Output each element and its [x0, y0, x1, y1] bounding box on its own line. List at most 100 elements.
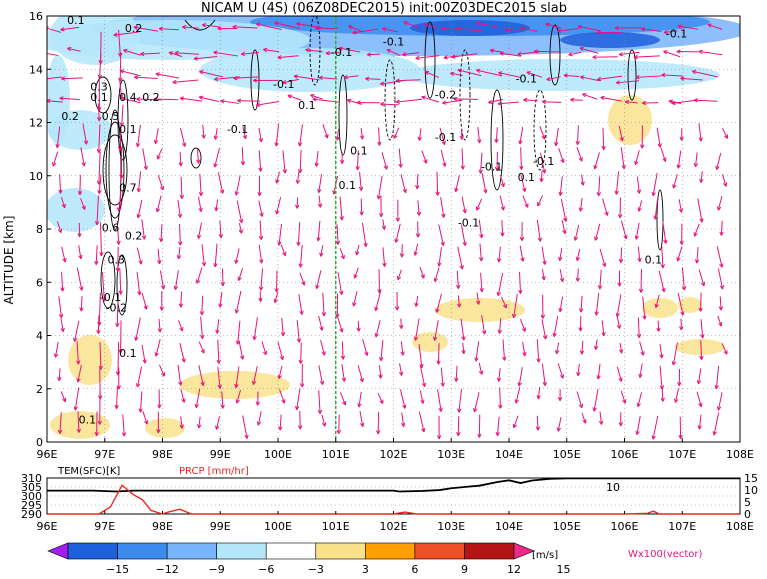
contour-label: 0.7 [119, 182, 137, 195]
contour-label: -0.1 [666, 27, 687, 40]
surface-panel: TEM(SFC)[K] PRCP [mm/hr] 10 310305300295… [21, 466, 758, 533]
colorbar-label: 12 [507, 563, 521, 575]
contour-label: 0.1 [645, 254, 663, 267]
precip-label: PRCP [mm/hr] [179, 466, 249, 477]
colorbar-segment [68, 543, 118, 559]
surface-x-tick-label: 108E [726, 520, 754, 533]
colorbar-unit: [m/s] [532, 550, 558, 561]
contour-label: -0.1 [458, 216, 479, 229]
colorbar-segment [316, 543, 366, 559]
contour-label: 0.3 [108, 254, 126, 267]
contour-label: -0.1 [383, 35, 404, 48]
surface-x-tick-label: 97E [94, 520, 115, 533]
y-tick-label: 2 [36, 383, 43, 396]
x-tick-label: 106E [611, 448, 639, 461]
contour-label: -0.1 [435, 131, 456, 144]
x-tick-label: 107E [668, 448, 696, 461]
series-annotation: 10 [606, 481, 620, 494]
surface-x-tick-label: 107E [668, 520, 696, 533]
colorbar-end-left [48, 543, 68, 559]
x-tick-label: 104E [495, 448, 523, 461]
y-tick-label: 8 [36, 223, 43, 236]
surface-x-tick-label: 103E [437, 520, 465, 533]
temperature-label: TEM(SFC)[K] [57, 466, 120, 477]
contour-label: -0.2 [106, 302, 127, 315]
x-tick-label: 100E [264, 448, 292, 461]
contour-label: 0.1 [119, 123, 137, 136]
colorbar-label: −6 [258, 563, 274, 575]
surface-x-tick-label: 102E [380, 520, 408, 533]
colorbar-segment [167, 543, 217, 559]
contour-label: -0.1 [481, 160, 502, 173]
shade-blob [642, 298, 678, 318]
surface-x-tick-label: 99E [210, 520, 231, 533]
surface-x-tick-label: 98E [152, 520, 173, 533]
surface-x-tick-label: 106E [611, 520, 639, 533]
surface-x-tick-label: 104E [495, 520, 523, 533]
contour-label: -0.1 [227, 123, 248, 136]
contour-label: 0.2 [125, 230, 143, 243]
contour-label: 0.2 [142, 91, 160, 104]
colorbar-label: 9 [461, 563, 468, 575]
colorbar-segment [415, 543, 465, 559]
y-tick-label: 16 [29, 10, 43, 23]
contour-label: 0.2 [125, 22, 143, 35]
shade-blob [68, 335, 112, 385]
shade-blob [410, 20, 530, 36]
x-tick-label: 105E [553, 448, 581, 461]
colorbar-segment [266, 543, 316, 559]
contour-label: -0.1 [273, 78, 294, 91]
contour-label: 0.1 [79, 413, 97, 426]
colorbar-segment [365, 543, 415, 559]
surface-x-tick-label: 101E [322, 520, 350, 533]
contour-label: 0.1 [339, 179, 357, 192]
shade-blob [560, 32, 660, 48]
contour-label: 0.5 [102, 110, 120, 123]
shade-blob [50, 5, 140, 65]
colorbar-end-right [514, 543, 534, 559]
contour-label: -0.1 [533, 155, 554, 168]
colorbar-label: −12 [156, 563, 179, 575]
y-tick-label: 10 [29, 170, 43, 183]
contour-label: 0.2 [61, 110, 79, 123]
surface-x-tick-label: 100E [264, 520, 292, 533]
contour-label: 0.1 [350, 144, 368, 157]
colorbar-segment [464, 543, 514, 559]
x-tick-label: 103E [437, 448, 465, 461]
y-tick-label: 0 [36, 436, 43, 449]
y-tick-label: 14 [29, 63, 43, 76]
contour-label: -0.1 [331, 46, 352, 59]
colorbar-label: 6 [411, 563, 418, 575]
shade-blob [412, 332, 448, 352]
contour-label: 0.1 [518, 171, 536, 184]
surface-plot-frame [47, 478, 740, 514]
shade-blob [145, 418, 185, 438]
y-tick-label: 12 [29, 117, 43, 130]
x-tick-label: 102E [380, 448, 408, 461]
contour-label: 0.1 [298, 99, 316, 112]
contour-label: 0.6 [102, 222, 120, 235]
contour-label: -0.1 [516, 73, 537, 86]
x-tick-label: 98E [152, 448, 173, 461]
surface-x-tick-label: 105E [553, 520, 581, 533]
contour-label: 0.1 [90, 91, 108, 104]
colorbar-segment [217, 543, 267, 559]
y-tick-label: 4 [36, 330, 43, 343]
y-tick-label: 6 [36, 276, 43, 289]
surface-x-tick-label: 96E [37, 520, 58, 533]
contour-label: 0.4 [119, 91, 137, 104]
colorbar-label: 15 [557, 563, 571, 575]
colorbar-label: 3 [362, 563, 369, 575]
colorbar-label: −9 [209, 563, 225, 575]
x-tick-label: 101E [322, 448, 350, 461]
chart-title: NICAM U (4S) (06Z08DEC2015) init:00Z03DE… [201, 1, 567, 16]
shade-blob [45, 188, 105, 232]
colorbar-segment [118, 543, 168, 559]
contour-label: -0.2 [435, 89, 456, 102]
x-tick-label: 96E [37, 448, 58, 461]
colorbar-label: −3 [308, 563, 324, 575]
contour-label: 0.1 [119, 347, 137, 360]
